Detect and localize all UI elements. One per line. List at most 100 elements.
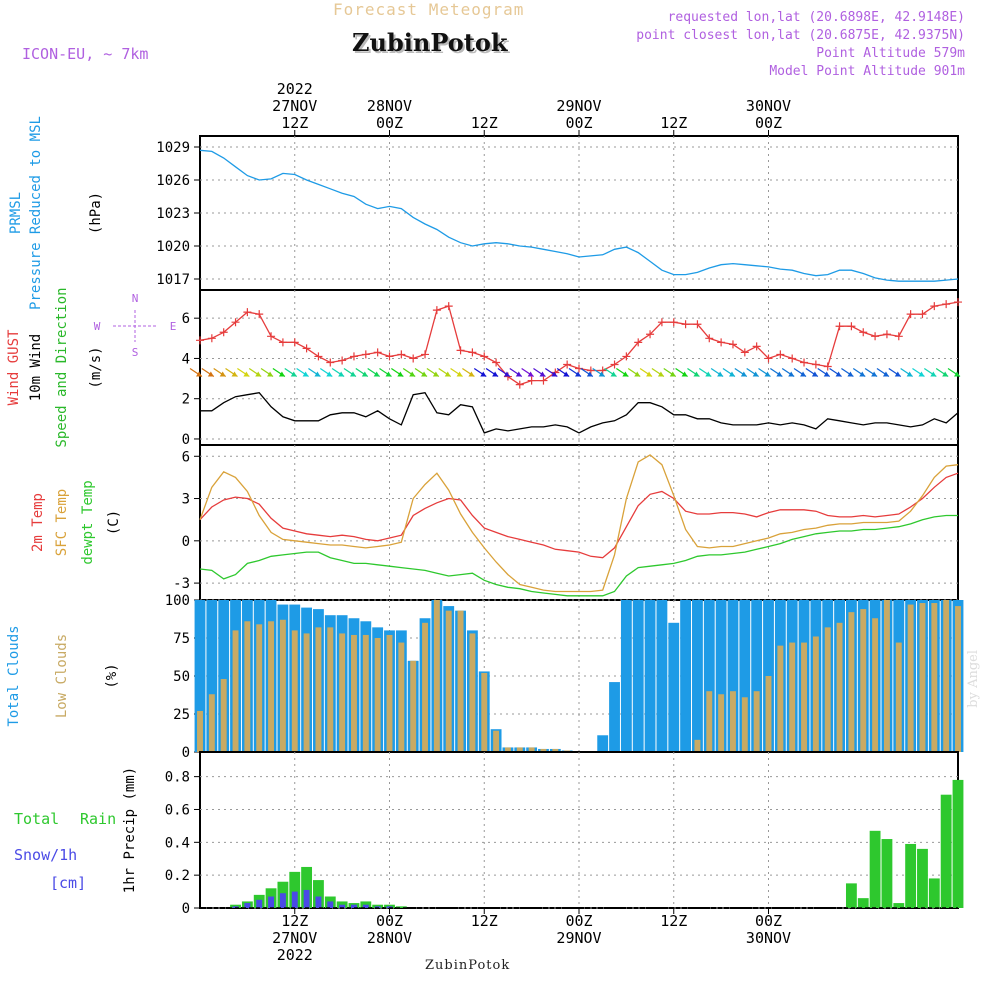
panel-label: 10m Wind xyxy=(28,334,44,401)
gust-marker xyxy=(290,338,299,347)
panel-label: 2m Temp xyxy=(30,493,46,552)
wind-arrow-head xyxy=(480,371,487,377)
gust-marker xyxy=(314,352,323,361)
y-tick-label: 3 xyxy=(182,492,190,508)
low-cloud-bar xyxy=(469,633,476,752)
wind-arrow-head xyxy=(598,371,605,377)
gust-marker xyxy=(752,342,761,351)
total-cloud-bar xyxy=(680,600,692,752)
gust-marker xyxy=(788,354,797,363)
y-tick-label: 0 xyxy=(182,432,190,448)
rain-bar xyxy=(869,830,881,908)
low-cloud-bar xyxy=(256,624,263,752)
low-cloud-bar xyxy=(824,627,831,752)
low-cloud-bar xyxy=(410,660,417,752)
y-tick-label: 0.2 xyxy=(165,868,190,884)
wind-arrow-head xyxy=(409,371,416,377)
wind-arrow-head xyxy=(314,371,321,377)
bottom-time-label: 12Z xyxy=(281,912,308,930)
low-cloud-bar xyxy=(931,603,938,752)
low-cloud-bar xyxy=(232,630,239,752)
gust-marker xyxy=(468,348,477,357)
compass-n: N xyxy=(132,292,139,305)
gust-marker xyxy=(930,302,939,311)
wind-arrow-head xyxy=(302,371,309,377)
low-cloud-bar xyxy=(907,604,914,752)
series-line-sfc-temp xyxy=(199,454,959,593)
y-tick-label: 25 xyxy=(173,707,190,723)
wind-arrow-head xyxy=(918,371,925,377)
wind-arrow-head xyxy=(338,371,345,377)
snow-bar xyxy=(256,899,263,908)
unit-label: (m/s) xyxy=(88,346,104,388)
gust-marker xyxy=(894,332,903,341)
bottom-time-label: 12Z xyxy=(471,912,498,930)
wind-arrow-head xyxy=(397,371,404,377)
gust-marker xyxy=(338,356,347,365)
point-altitude: Point Altitude 579m xyxy=(816,46,965,61)
snow-bar xyxy=(232,906,239,908)
wind-arrow-head xyxy=(740,371,747,377)
low-cloud-bar xyxy=(315,627,322,752)
y-tick-label: 0.6 xyxy=(165,802,190,818)
gust-marker xyxy=(539,376,548,385)
unit-label: (hPa) xyxy=(88,192,104,234)
gust-marker xyxy=(918,310,927,319)
gust-marker xyxy=(480,352,489,361)
gust-marker xyxy=(800,358,809,367)
wind-arrow-head xyxy=(563,371,570,377)
gust-marker xyxy=(243,308,252,317)
requested-coords: requested lon,lat (20.6898E, 42.9148E) xyxy=(667,10,965,25)
gust-marker xyxy=(267,332,276,341)
top-time-label: 28NOV xyxy=(367,97,412,115)
y-tick-label: 6 xyxy=(182,311,190,327)
wind-arrow-head xyxy=(859,371,866,377)
wind-arrow-head xyxy=(800,371,807,377)
gust-marker xyxy=(764,354,773,363)
low-cloud-bar xyxy=(493,730,500,752)
bottom-time-label: 28NOV xyxy=(367,929,412,947)
rain-bar xyxy=(893,903,905,908)
closest-coords: point closest lon,lat (20.6875E, 42.9375… xyxy=(636,28,965,43)
wind-arrow-head xyxy=(586,371,593,377)
wind-arrow-head xyxy=(847,371,854,377)
y-tick-label: 75 xyxy=(173,631,190,647)
wind-arrow-head xyxy=(267,371,274,377)
gust-marker xyxy=(634,338,643,347)
gust-marker xyxy=(871,332,880,341)
compass-cross xyxy=(113,310,157,342)
gust-marker xyxy=(255,310,264,319)
panel-label: Wind GUST xyxy=(6,329,22,405)
gust-marker xyxy=(598,366,607,375)
compass-w: W xyxy=(94,320,101,333)
bottom-time-label: 29NOV xyxy=(556,929,601,947)
wind-arrow-head xyxy=(906,371,913,377)
low-cloud-bar xyxy=(445,610,452,752)
precip-label-cm: [cm] xyxy=(50,874,86,892)
top-time-label: 12Z xyxy=(281,114,308,132)
gust-marker xyxy=(717,338,726,347)
gust-marker xyxy=(954,298,962,307)
wind-arrow-head xyxy=(657,371,664,377)
y-tick-label: 4 xyxy=(182,351,190,367)
gust-marker xyxy=(859,328,868,337)
low-cloud-bar xyxy=(220,679,227,752)
panel-label: Low Clouds xyxy=(54,634,70,718)
unit-label: (%) xyxy=(104,663,120,688)
low-cloud-bar xyxy=(339,633,346,752)
gust-marker xyxy=(622,352,631,361)
wind-arrow-head xyxy=(835,371,842,377)
panel-label: dewpt Temp xyxy=(80,480,96,564)
wind-arrow-head xyxy=(942,371,949,377)
top-time-label: 00Z xyxy=(376,114,403,132)
rain-bar xyxy=(881,839,893,908)
gust-marker xyxy=(527,376,536,385)
top-time-label: 2022 xyxy=(277,80,313,98)
low-cloud-bar xyxy=(741,697,748,752)
wind-arrow-head xyxy=(823,371,830,377)
wind-arrow-head xyxy=(681,371,688,377)
rain-bar xyxy=(857,898,869,908)
wind-arrow-head xyxy=(575,371,581,377)
rain-bar xyxy=(905,843,917,908)
